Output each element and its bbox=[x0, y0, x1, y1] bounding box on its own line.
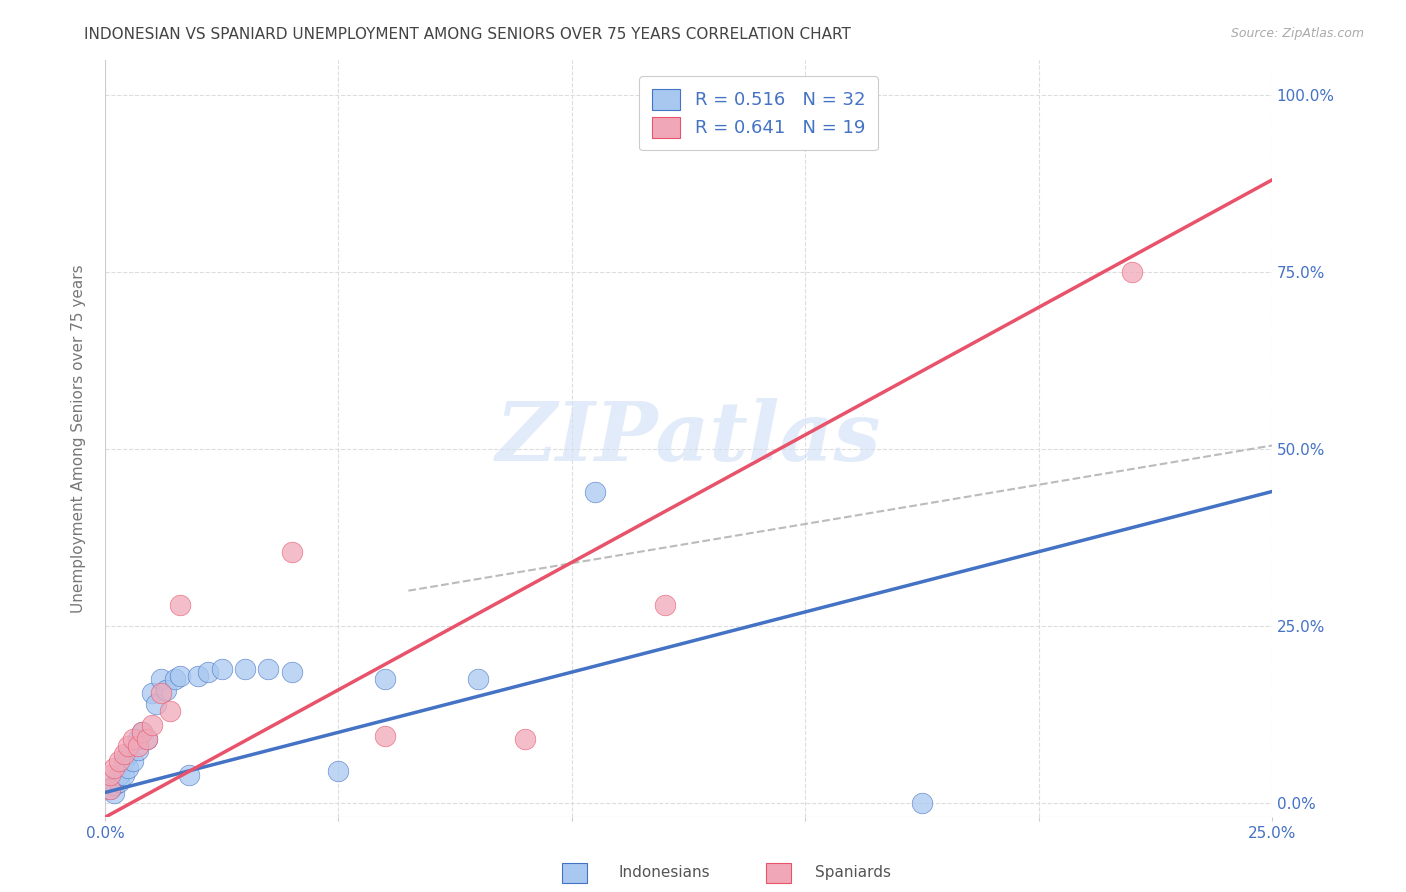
Point bbox=[122, 732, 145, 747]
Text: ZIPatlas: ZIPatlas bbox=[496, 399, 882, 478]
Point bbox=[127, 732, 149, 747]
Text: Spaniards: Spaniards bbox=[815, 865, 891, 880]
Point bbox=[103, 761, 125, 775]
Point bbox=[155, 682, 177, 697]
Point bbox=[374, 672, 396, 686]
Point bbox=[163, 672, 186, 686]
Point bbox=[122, 754, 145, 768]
Point bbox=[169, 668, 191, 682]
Point bbox=[159, 704, 181, 718]
Point bbox=[136, 732, 159, 747]
Point bbox=[117, 761, 139, 775]
Point bbox=[112, 747, 135, 761]
Point bbox=[108, 754, 131, 768]
Text: Source: ZipAtlas.com: Source: ZipAtlas.com bbox=[1230, 27, 1364, 40]
Y-axis label: Unemployment Among Seniors over 75 years: Unemployment Among Seniors over 75 years bbox=[72, 264, 86, 613]
Point bbox=[141, 718, 163, 732]
Point bbox=[141, 686, 163, 700]
Point bbox=[103, 779, 125, 793]
Point bbox=[145, 697, 167, 711]
Point bbox=[187, 668, 209, 682]
Point bbox=[108, 768, 131, 782]
Point bbox=[108, 775, 131, 789]
Point bbox=[583, 484, 606, 499]
Point bbox=[117, 739, 139, 754]
Point bbox=[98, 781, 121, 796]
Point bbox=[136, 732, 159, 747]
Point bbox=[911, 796, 934, 810]
Point bbox=[197, 665, 219, 680]
Point bbox=[177, 768, 200, 782]
Point bbox=[328, 764, 350, 779]
Point bbox=[513, 732, 536, 747]
Point bbox=[280, 665, 302, 680]
Point bbox=[131, 725, 153, 739]
Point bbox=[211, 662, 233, 676]
Legend: R = 0.516   N = 32, R = 0.641   N = 19: R = 0.516 N = 32, R = 0.641 N = 19 bbox=[638, 76, 877, 151]
Point bbox=[257, 662, 280, 676]
Point bbox=[467, 672, 489, 686]
Point bbox=[98, 781, 121, 796]
Point bbox=[169, 598, 191, 612]
Point bbox=[127, 739, 149, 754]
Point bbox=[112, 754, 135, 768]
Point bbox=[117, 747, 139, 761]
Point bbox=[150, 686, 173, 700]
Point bbox=[280, 545, 302, 559]
Text: Indonesians: Indonesians bbox=[619, 865, 710, 880]
Point bbox=[233, 662, 256, 676]
Text: INDONESIAN VS SPANIARD UNEMPLOYMENT AMONG SENIORS OVER 75 YEARS CORRELATION CHAR: INDONESIAN VS SPANIARD UNEMPLOYMENT AMON… bbox=[84, 27, 851, 42]
Point bbox=[654, 598, 676, 612]
Point bbox=[127, 743, 149, 757]
Point bbox=[150, 672, 173, 686]
Point bbox=[131, 725, 153, 739]
Point bbox=[374, 729, 396, 743]
Point bbox=[98, 768, 121, 782]
Point bbox=[103, 785, 125, 799]
Point bbox=[112, 768, 135, 782]
Point bbox=[1121, 265, 1143, 279]
